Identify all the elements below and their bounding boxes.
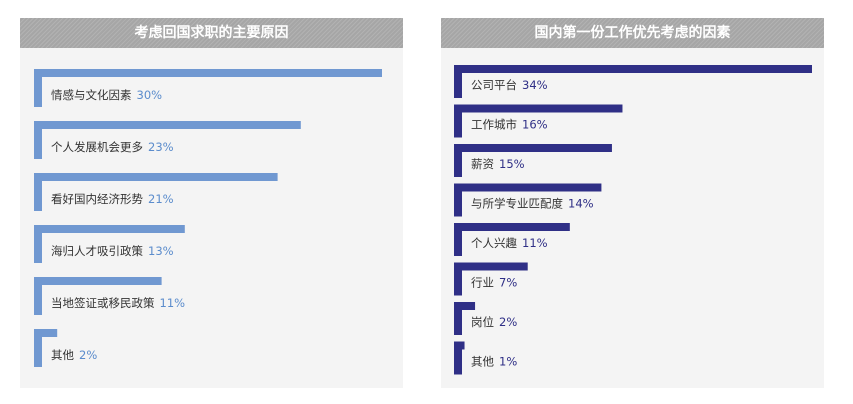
right-bar-5 — [454, 262, 528, 271]
right-bar-0 — [454, 65, 812, 73]
left-value-3: 13% — [148, 244, 174, 258]
right-value-1: 16% — [522, 118, 548, 132]
right-bar-2 — [454, 144, 612, 152]
left-stem-5 — [34, 329, 42, 367]
left-value-0: 30% — [137, 88, 163, 102]
right-label-6: 岗位 2% — [471, 315, 517, 329]
right-label-2: 薪资 15% — [471, 157, 525, 171]
left-label-3: 海归人才吸引政策 13% — [51, 244, 174, 258]
right-stem-1 — [454, 104, 462, 138]
right-stem-2 — [454, 144, 462, 177]
left-label-2: 看好国内经济形势 21% — [51, 192, 174, 206]
right-chart-title: 国内第一份工作优先考虑的因素 — [441, 18, 824, 48]
left-stem-2 — [34, 173, 42, 211]
right-bar-3 — [454, 183, 602, 192]
right-value-0: 34% — [522, 78, 548, 92]
left-bar-0 — [34, 69, 382, 77]
right-stem-7 — [454, 341, 462, 375]
right-stem-5 — [454, 262, 462, 296]
left-bar-4 — [34, 277, 162, 285]
right-value-5: 7% — [499, 276, 517, 290]
left-stem-3 — [34, 225, 42, 263]
left-bar-5 — [34, 329, 58, 337]
right-stem-6 — [454, 302, 462, 335]
right-stem-0 — [454, 65, 462, 98]
left-bar-2 — [34, 173, 278, 181]
right-bar-6 — [454, 302, 476, 310]
left-value-2: 21% — [148, 192, 174, 206]
left-bar-chart: 情感与文化因素 30% 个人发展机会更多 23% 看好国内经济形势 21% 海归人才吸引政策… — [34, 69, 382, 367]
left-bar-1 — [34, 121, 301, 129]
right-value-2: 15% — [499, 157, 525, 171]
right-label-0: 公司平台 34% — [471, 78, 548, 92]
right-value-3: 14% — [568, 197, 594, 211]
right-value-6: 2% — [499, 315, 517, 329]
right-label-7: 其他 1% — [471, 355, 517, 369]
left-value-4: 11% — [160, 296, 186, 310]
right-stem-4 — [454, 223, 462, 256]
right-label-3: 与所学专业匹配度 14% — [471, 197, 594, 211]
left-value-5: 2% — [79, 348, 97, 362]
right-bar-1 — [454, 104, 623, 113]
right-label-1: 工作城市 16% — [471, 118, 548, 132]
right-label-4: 个人兴趣 11% — [471, 236, 548, 250]
left-label-5: 其他 2% — [51, 348, 97, 362]
left-stem-0 — [34, 69, 42, 107]
left-chart-title: 考虑回国求职的主要原因 — [20, 18, 403, 48]
left-bar-3 — [34, 225, 185, 233]
left-label-4: 当地签证或移民政策 11% — [51, 296, 185, 310]
right-label-5: 行业 7% — [471, 276, 517, 290]
right-value-4: 11% — [522, 236, 548, 250]
right-bar-chart: 公司平台 34% 工作城市 16% 薪资 15% 与所学专业匹配度 14% 个人兴趣 11% 行业 7… — [454, 65, 812, 375]
left-label-1: 个人发展机会更多 23% — [51, 140, 174, 154]
left-panel: 考虑回国求职的主要原因 情感与文化因素 30% 个人发展机会更多 23% 看好国内经济形… — [20, 18, 403, 388]
right-value-7: 1% — [499, 355, 517, 369]
left-label-0: 情感与文化因素 30% — [51, 88, 162, 102]
right-stem-3 — [454, 183, 462, 217]
left-value-1: 23% — [148, 140, 174, 154]
left-stem-4 — [34, 277, 42, 315]
left-stem-1 — [34, 121, 42, 159]
right-panel: 国内第一份工作优先考虑的因素 公司平台 34% 工作城市 16% 薪资 15% 与所学专业匹… — [441, 18, 824, 388]
right-bar-4 — [454, 223, 570, 231]
